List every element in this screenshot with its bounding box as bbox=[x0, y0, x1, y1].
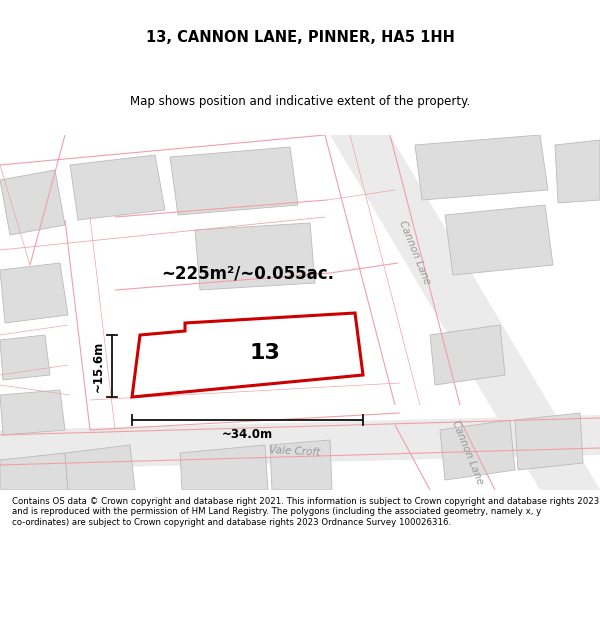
Polygon shape bbox=[195, 223, 315, 290]
Text: Cannon Lane: Cannon Lane bbox=[398, 219, 433, 286]
Polygon shape bbox=[445, 205, 553, 275]
Text: Cannon Lane: Cannon Lane bbox=[451, 419, 485, 486]
Polygon shape bbox=[0, 263, 68, 323]
Polygon shape bbox=[515, 413, 583, 470]
Polygon shape bbox=[330, 135, 600, 490]
Text: 13, CANNON LANE, PINNER, HA5 1HH: 13, CANNON LANE, PINNER, HA5 1HH bbox=[146, 30, 454, 45]
Text: ~34.0m: ~34.0m bbox=[222, 428, 273, 441]
Polygon shape bbox=[0, 335, 50, 380]
Polygon shape bbox=[0, 390, 65, 435]
Polygon shape bbox=[415, 135, 548, 200]
Text: ~15.6m: ~15.6m bbox=[91, 341, 104, 392]
Polygon shape bbox=[170, 147, 298, 215]
Polygon shape bbox=[270, 440, 332, 490]
Text: Map shows position and indicative extent of the property.: Map shows position and indicative extent… bbox=[130, 95, 470, 108]
Text: 13: 13 bbox=[250, 343, 280, 363]
Polygon shape bbox=[0, 453, 68, 490]
Polygon shape bbox=[430, 325, 505, 385]
Polygon shape bbox=[0, 170, 65, 235]
Text: ~225m²/~0.055ac.: ~225m²/~0.055ac. bbox=[161, 264, 335, 282]
Polygon shape bbox=[0, 415, 600, 470]
Text: Contains OS data © Crown copyright and database right 2021. This information is : Contains OS data © Crown copyright and d… bbox=[12, 497, 599, 526]
Text: Vale Croft: Vale Croft bbox=[269, 444, 321, 458]
Polygon shape bbox=[440, 420, 515, 480]
Polygon shape bbox=[180, 445, 268, 490]
Polygon shape bbox=[70, 155, 165, 220]
Polygon shape bbox=[65, 445, 135, 490]
Polygon shape bbox=[132, 313, 363, 397]
Polygon shape bbox=[555, 140, 600, 203]
